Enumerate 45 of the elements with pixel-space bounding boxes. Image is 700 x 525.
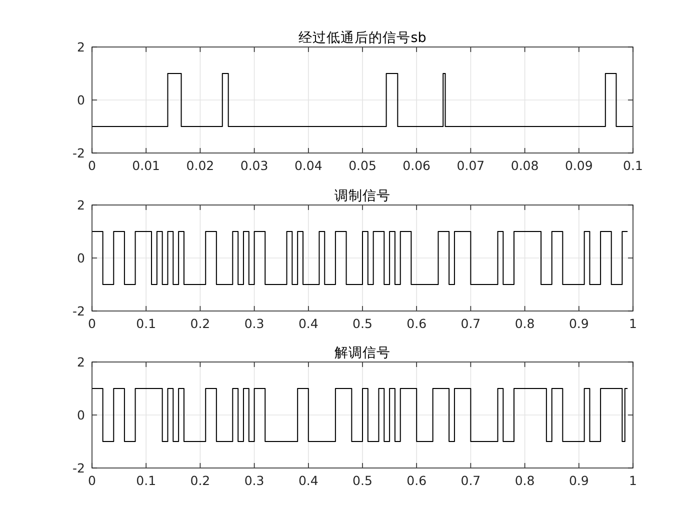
x-tick-label: 0.2 bbox=[190, 316, 210, 331]
x-tick-label: 0.6 bbox=[406, 473, 427, 488]
chart-title: 调制信号 bbox=[334, 188, 390, 204]
chart-title: 经过低通后的信号sb bbox=[298, 30, 426, 46]
y-tick-label: 0 bbox=[77, 408, 86, 422]
y-tick-label: 2 bbox=[77, 198, 85, 212]
x-tick-label: 0.8 bbox=[514, 473, 535, 488]
x-tick-label: 0 bbox=[88, 316, 96, 331]
y-tick-label: 0 bbox=[77, 250, 86, 266]
x-tick-label: 0.1 bbox=[136, 473, 156, 488]
x-tick-label: 1 bbox=[629, 473, 637, 488]
x-tick-label: 0.2 bbox=[190, 473, 210, 488]
x-tick-label: 0 bbox=[88, 473, 96, 488]
x-tick-label: 0.6 bbox=[406, 316, 427, 331]
x-tick-label: 0.09 bbox=[564, 158, 593, 173]
chart-title: 解调信号 bbox=[334, 345, 390, 361]
x-tick-label: 0.05 bbox=[348, 158, 376, 173]
y-tick-label: -2 bbox=[72, 304, 85, 318]
y-tick-label: 0 bbox=[77, 92, 86, 108]
x-tick-label: 0 bbox=[88, 158, 96, 173]
x-tick-label: 0.5 bbox=[352, 316, 372, 331]
y-tick-label: -2 bbox=[72, 460, 85, 476]
x-tick-label: 0.1 bbox=[136, 316, 156, 331]
x-tick-label: 0.3 bbox=[244, 316, 264, 331]
x-tick-label: 0.06 bbox=[402, 158, 431, 173]
x-tick-label: 0.7 bbox=[460, 473, 481, 488]
x-tick-label: 0.01 bbox=[132, 158, 160, 173]
x-tick-label: 0.04 bbox=[294, 158, 322, 173]
x-tick-label: 0.1 bbox=[623, 158, 643, 173]
x-tick-label: 0.08 bbox=[510, 158, 539, 173]
x-tick-label: 0.5 bbox=[352, 473, 372, 488]
x-tick-label: 0.9 bbox=[568, 473, 589, 488]
x-tick-label: 0.3 bbox=[244, 473, 264, 488]
y-tick-label: -2 bbox=[72, 146, 85, 160]
x-tick-label: 0.03 bbox=[240, 158, 268, 173]
x-tick-label: 0.9 bbox=[568, 316, 589, 331]
x-tick-label: 0.7 bbox=[460, 316, 481, 331]
x-tick-label: 0.02 bbox=[186, 158, 214, 173]
x-tick-label: 0.4 bbox=[298, 316, 318, 331]
x-tick-label: 0.07 bbox=[456, 158, 485, 173]
x-tick-label: 1 bbox=[629, 316, 637, 331]
y-tick-label: 2 bbox=[77, 354, 85, 370]
y-tick-label: 2 bbox=[77, 40, 85, 54]
x-tick-label: 0.4 bbox=[298, 473, 318, 488]
x-tick-label: 0.8 bbox=[514, 316, 535, 331]
